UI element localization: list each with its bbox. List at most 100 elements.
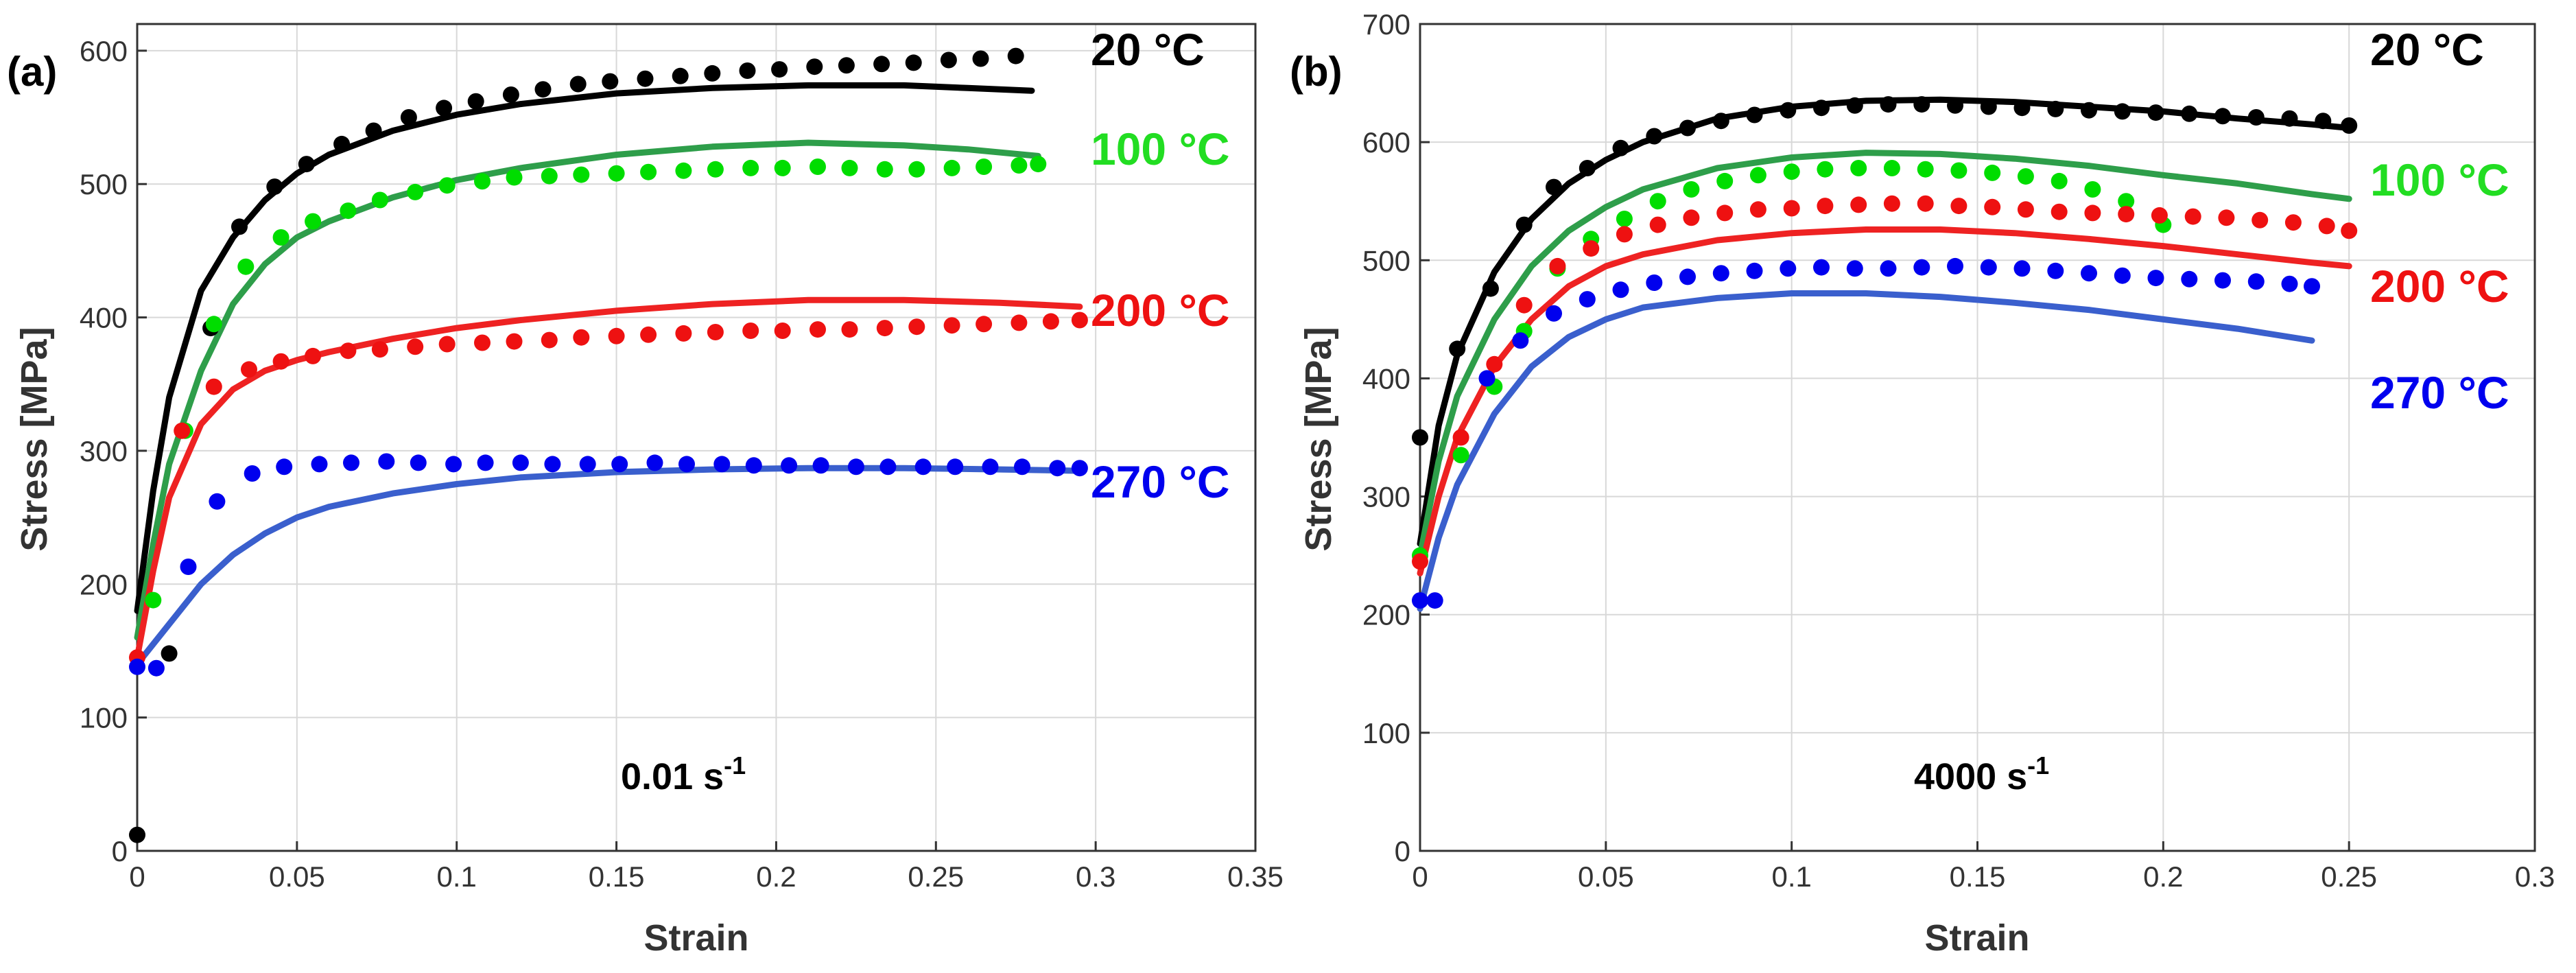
data-point-270-c	[1679, 268, 1696, 285]
data-point-270-c	[1746, 262, 1763, 279]
data-point-100-c	[608, 165, 625, 182]
data-point-100-c	[774, 159, 791, 176]
strain-rate-a-value: 0.01 s	[621, 756, 724, 797]
data-point-270-c	[1071, 460, 1088, 477]
data-point-20-c	[333, 135, 351, 152]
data-point-100-c	[2051, 172, 2068, 189]
data-point-270-c	[678, 456, 695, 473]
data-point-100-c	[675, 162, 692, 179]
data-point-200-c	[1583, 240, 1600, 257]
data-point-200-c	[205, 378, 222, 395]
y-axis-label-a: Stress [MPa]	[14, 327, 55, 551]
data-point-20-c	[2081, 102, 2097, 119]
y-tick-label: 200	[80, 568, 128, 600]
data-point-100-c	[145, 591, 162, 609]
data-point-270-c	[1646, 274, 1663, 291]
data-point-270-c	[2047, 262, 2064, 279]
data-point-20-c	[2247, 109, 2265, 126]
data-point-270-c	[2147, 270, 2164, 287]
x-ticks-b: 0 0.05 0.1 0.15 0.2 0.25 0.3	[1412, 841, 2555, 893]
data-point-20-c	[704, 65, 721, 82]
y-tick-label: 100	[80, 702, 128, 734]
data-point-20-c	[1412, 429, 1428, 446]
data-point-200-c	[1716, 204, 1734, 222]
data-point-100-c	[407, 183, 424, 200]
data-point-270-c	[2214, 272, 2231, 289]
data-point-270-c	[1947, 257, 1963, 274]
series-label-20-c: 20 °C	[2370, 24, 2484, 75]
grid-a	[137, 24, 1256, 852]
data-point-270-c	[947, 458, 964, 476]
data-point-270-c	[2081, 265, 2097, 282]
data-point-20-c	[873, 56, 890, 73]
data-point-20-c	[2315, 113, 2332, 130]
x-tick-label: 0.35	[1227, 860, 1284, 893]
series-label-270-c: 270 °C	[1091, 456, 1230, 507]
data-point-100-c	[1817, 161, 1834, 178]
y-tick-label: 400	[80, 302, 128, 334]
x-ticks-a: 0 0.05 0.1 0.15 0.2 0.25 0.3 0.35	[129, 841, 1284, 893]
grid-b	[1419, 23, 2536, 852]
strain-rate-b-value: 4000 s	[1914, 756, 2027, 797]
data-point-200-c	[2151, 207, 2168, 224]
data-point-100-c	[1649, 193, 1666, 210]
data-point-20-c	[502, 86, 519, 103]
data-point-100-c	[1883, 160, 1900, 176]
data-point-200-c	[1071, 312, 1088, 329]
data-point-270-c	[2281, 275, 2298, 292]
data-point-200-c	[810, 321, 826, 338]
data-point-200-c	[976, 316, 993, 333]
data-point-20-c	[1579, 160, 1596, 176]
data-point-270-c	[914, 458, 932, 476]
y-tick-label: 500	[1362, 244, 1410, 277]
data-point-20-c	[806, 58, 823, 75]
data-point-270-c	[2247, 273, 2265, 290]
fit-curves-b	[1417, 96, 2352, 612]
fit-curve-270-c	[1417, 290, 2315, 612]
data-point-270-c	[410, 454, 427, 471]
data-point-200-c	[2218, 209, 2235, 226]
data-point-20-c	[1646, 128, 1663, 145]
x-tick-label: 0.3	[2515, 860, 2555, 893]
fit-curve-200-c	[1417, 226, 2352, 576]
data-point-100-c	[2017, 168, 2034, 185]
data-point-100-c	[1917, 161, 1934, 178]
data-point-20-c	[569, 75, 587, 93]
data-point-100-c	[1950, 162, 1968, 179]
data-point-100-c	[742, 159, 759, 176]
data-point-200-c	[1412, 553, 1428, 570]
data-point-100-c	[908, 161, 925, 178]
data-point-200-c	[908, 318, 925, 336]
data-point-20-c	[1746, 106, 1763, 124]
data-point-200-c	[2252, 211, 2269, 228]
data-point-100-c	[2084, 181, 2101, 198]
y-tick-label: 200	[1362, 599, 1410, 631]
data-point-100-c	[1783, 163, 1800, 180]
data-point-200-c	[1616, 226, 1633, 243]
data-point-200-c	[943, 317, 960, 334]
data-point-100-c	[1030, 156, 1047, 173]
fit-curve-20-c	[134, 82, 1035, 614]
data-point-200-c	[2318, 218, 2335, 235]
data-point-200-c	[1486, 355, 1503, 373]
data-point-270-c	[646, 454, 663, 471]
data-point-100-c	[707, 161, 724, 178]
data-point-200-c	[174, 422, 191, 439]
data-point-270-c	[611, 456, 628, 473]
data-point-270-c	[244, 465, 261, 482]
data-point-100-c	[237, 258, 255, 275]
fit-curve-270-c	[134, 465, 1083, 668]
data-point-270-c	[343, 454, 359, 471]
data-point-20-c	[771, 61, 788, 78]
data-point-270-c	[477, 454, 494, 471]
data-point-20-c	[266, 178, 283, 196]
data-point-270-c	[579, 456, 596, 473]
data-point-20-c	[2281, 110, 2298, 127]
data-point-100-c	[438, 177, 456, 194]
series-labels-a: 20 °C 100 °C 200 °C 270 °C	[1091, 24, 1230, 507]
data-point-100-c	[573, 166, 590, 183]
data-point-270-c	[1712, 265, 1729, 282]
data-point-270-c	[378, 453, 395, 470]
data-point-270-c	[1846, 260, 1863, 277]
